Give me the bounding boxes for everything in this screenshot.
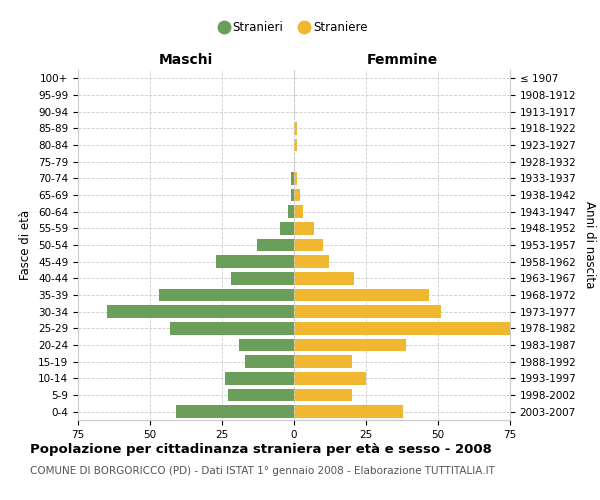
Bar — [176, 406, 294, 418]
Bar — [294, 256, 329, 268]
Bar — [216, 256, 294, 268]
Bar — [107, 306, 294, 318]
Bar — [291, 172, 294, 184]
Bar — [294, 138, 297, 151]
Text: Popolazione per cittadinanza straniera per età e sesso - 2008: Popolazione per cittadinanza straniera p… — [30, 442, 492, 456]
Bar — [280, 222, 294, 234]
Bar — [294, 188, 300, 201]
Text: Femmine: Femmine — [367, 52, 437, 66]
Bar — [158, 289, 294, 301]
Bar — [294, 206, 302, 218]
Bar — [294, 272, 355, 284]
Bar — [257, 239, 294, 251]
Bar — [294, 289, 430, 301]
Bar — [230, 272, 294, 284]
Bar — [239, 339, 294, 351]
Legend: Stranieri, Straniere: Stranieri, Straniere — [216, 16, 372, 39]
Bar — [294, 122, 297, 134]
Y-axis label: Fasce di età: Fasce di età — [19, 210, 32, 280]
Bar — [245, 356, 294, 368]
Bar — [294, 339, 406, 351]
Bar — [170, 322, 294, 334]
Bar — [294, 322, 510, 334]
Bar — [291, 188, 294, 201]
Bar — [294, 356, 352, 368]
Bar — [294, 389, 352, 401]
Text: Maschi: Maschi — [159, 52, 213, 66]
Bar — [228, 389, 294, 401]
Bar — [294, 239, 323, 251]
Bar — [294, 172, 297, 184]
Bar — [294, 306, 441, 318]
Y-axis label: Anni di nascita: Anni di nascita — [583, 202, 596, 288]
Bar — [294, 222, 314, 234]
Text: COMUNE DI BORGORICCO (PD) - Dati ISTAT 1° gennaio 2008 - Elaborazione TUTTITALIA: COMUNE DI BORGORICCO (PD) - Dati ISTAT 1… — [30, 466, 495, 476]
Bar — [294, 406, 403, 418]
Bar — [294, 372, 366, 384]
Bar — [225, 372, 294, 384]
Bar — [288, 206, 294, 218]
